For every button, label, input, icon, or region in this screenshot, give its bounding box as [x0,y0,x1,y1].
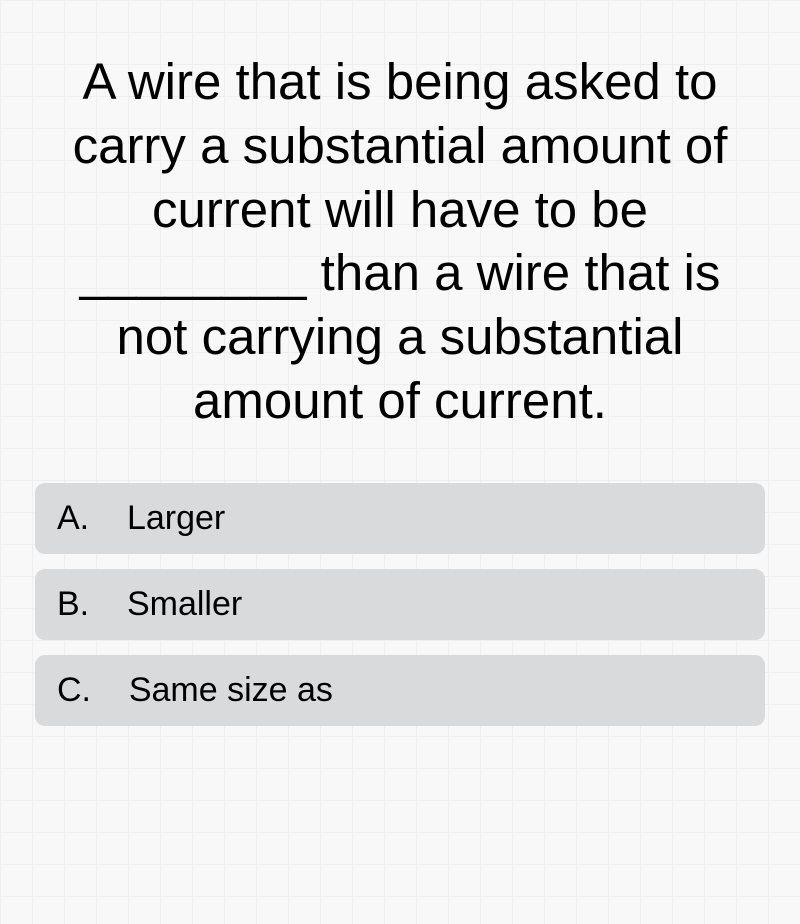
question-text: A wire that is being asked to carry a su… [30,50,770,433]
option-c[interactable]: C. Same size as [35,655,765,726]
option-text: Same size as [129,671,333,709]
option-a[interactable]: A. Larger [35,483,765,554]
quiz-container: A wire that is being asked to carry a su… [30,50,770,726]
option-text: Smaller [127,585,242,623]
option-text: Larger [127,499,225,537]
option-letter: C. [57,671,91,709]
option-b[interactable]: B. Smaller [35,569,765,640]
options-list: A. Larger B. Smaller C. Same size as [30,483,770,726]
option-letter: B. [57,585,89,623]
option-letter: A. [57,499,89,537]
